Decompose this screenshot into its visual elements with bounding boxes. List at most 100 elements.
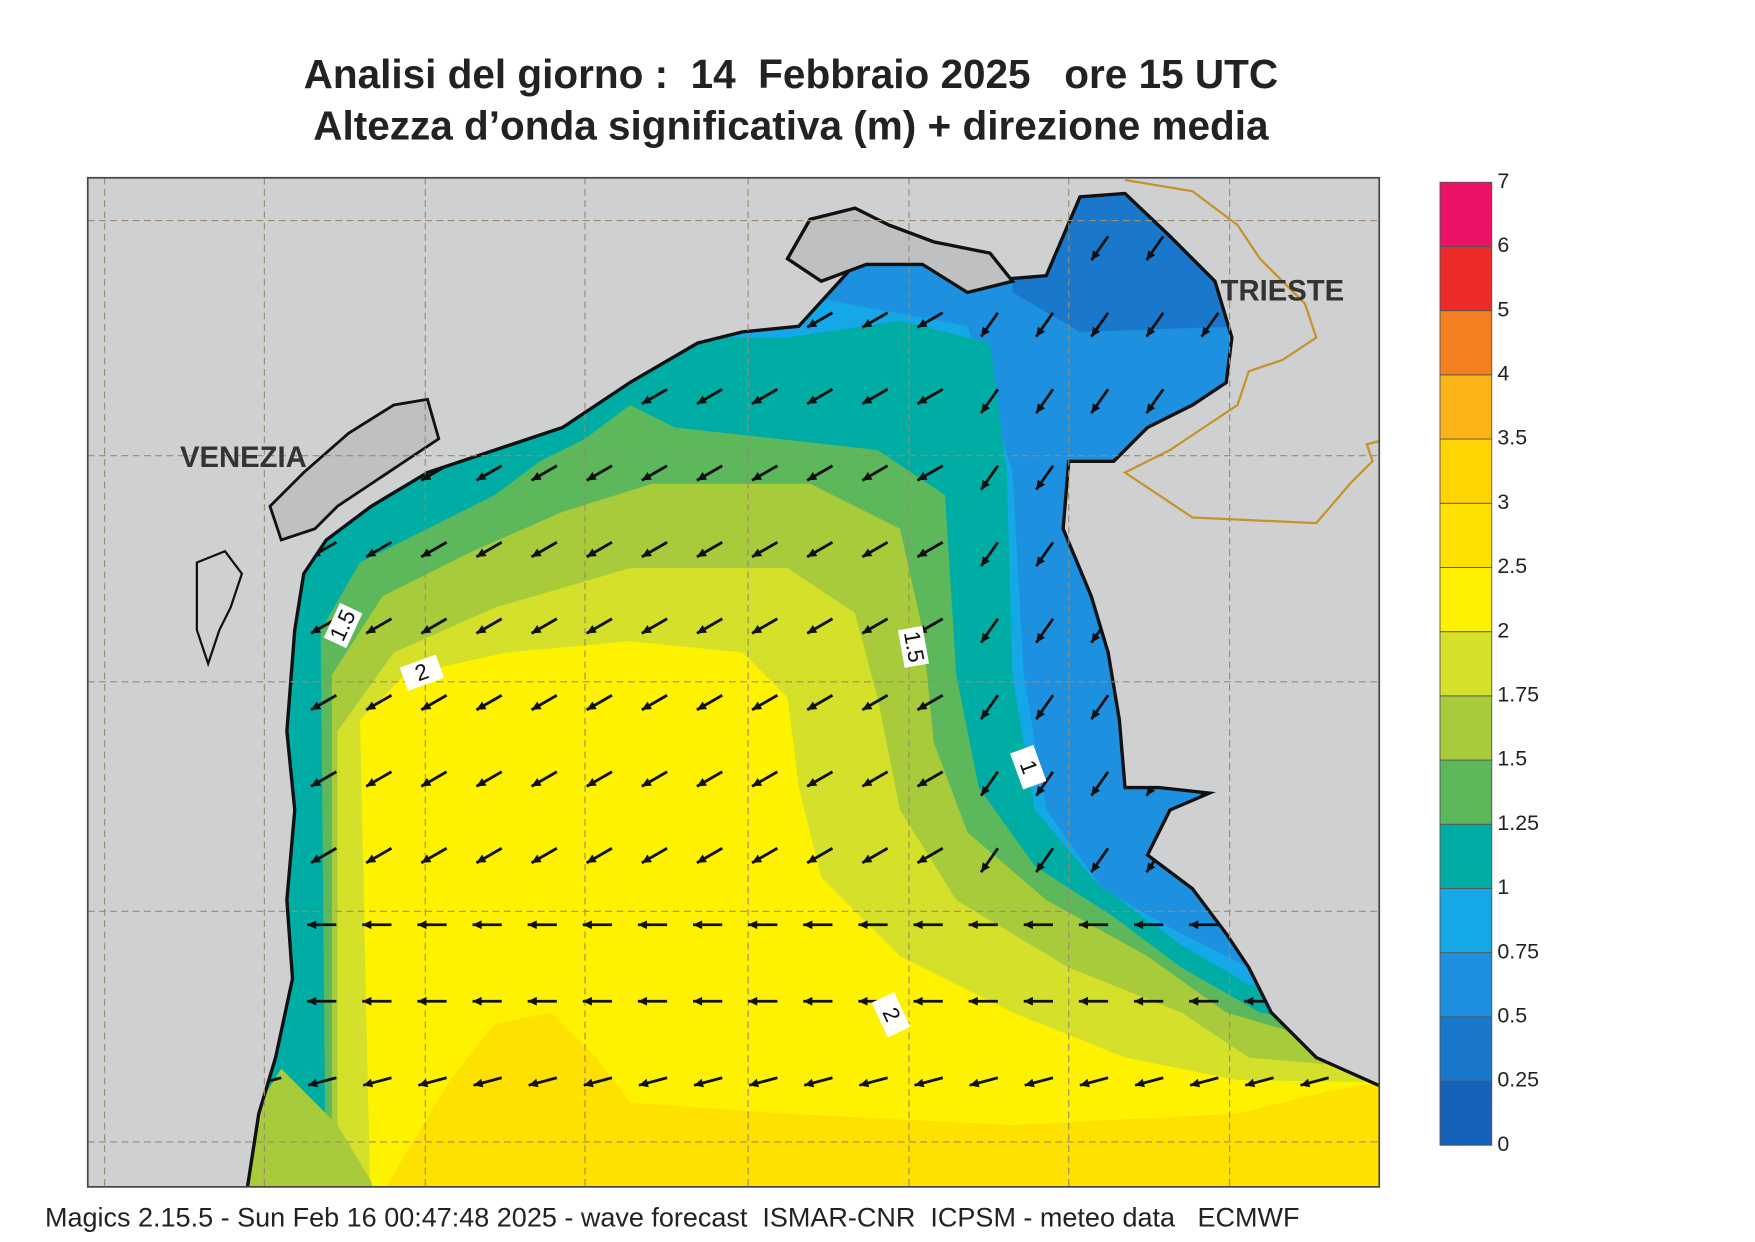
colorbar-tick-label: 7 [1497, 169, 1509, 193]
arrow-head [637, 996, 647, 1006]
colorbar-box [1439, 823, 1493, 889]
colorbar-tick-label: 6 [1497, 233, 1509, 257]
colorbar-box [1439, 245, 1493, 312]
arrow-head [981, 556, 990, 567]
arrow-head [752, 854, 763, 863]
arrow-head [696, 778, 708, 787]
colorbar-box [1439, 631, 1493, 697]
arrow-head [693, 996, 703, 1006]
contour-label-group: 2 [871, 992, 911, 1038]
lagoon [268, 397, 441, 542]
arrow-head [531, 854, 542, 863]
arrow-head [311, 778, 322, 787]
arrow-head [917, 472, 928, 481]
arrow-head [696, 472, 708, 481]
arrow-head [917, 548, 928, 557]
arrow-head [807, 395, 818, 404]
arrow-head [696, 625, 708, 634]
arrow-head [803, 996, 813, 1006]
arrow-head [981, 403, 990, 414]
colorbar-tick-label: 1.75 [1497, 682, 1539, 706]
arrow-head [308, 1078, 319, 1088]
arrow-head [968, 996, 978, 1006]
arrow-head [1190, 1078, 1201, 1088]
arrow-head [807, 701, 818, 710]
arrow-head [1091, 785, 1101, 796]
arrow-head [807, 778, 818, 787]
arrow-head [1091, 326, 1101, 337]
colorbar-box [1439, 310, 1493, 376]
arrow-head [1134, 1078, 1145, 1088]
arrow-head [586, 548, 597, 557]
arrow-head [476, 548, 487, 557]
arrow-head [1146, 326, 1156, 337]
arrow-head [417, 920, 427, 930]
contour-label-bg [1010, 745, 1047, 790]
arrow-head [1036, 632, 1046, 643]
arrow-head [749, 1078, 760, 1088]
arrow-head [807, 854, 818, 863]
arrow-head [472, 920, 482, 930]
arrow-head [981, 862, 990, 873]
arrow-head [586, 778, 597, 787]
arrow-head [981, 479, 990, 490]
arrow-head [1134, 920, 1144, 930]
arrow-head [421, 701, 432, 710]
arrow-head [752, 625, 763, 634]
arrow-head [968, 920, 978, 930]
arrow-head [862, 319, 873, 328]
contour-label-group: 2 [399, 654, 445, 691]
arrow-head [1146, 403, 1156, 414]
colorbar-tick-label: 2.5 [1497, 554, 1527, 578]
arrow-head [913, 920, 923, 930]
arrow-head [696, 548, 708, 557]
arrow-head [641, 395, 652, 404]
arrow-head [586, 625, 597, 634]
place-label: TRIESTE [1221, 275, 1345, 307]
arrow-head [366, 778, 377, 787]
contour-label-bg [871, 992, 911, 1038]
arrow-head [586, 701, 597, 710]
arrow-head [752, 395, 763, 404]
arrow-head [752, 548, 763, 557]
wave-band [247, 1068, 383, 1187]
title-line: Altezza d’onda significativa (m) + direz… [313, 103, 1269, 149]
arrow-head [362, 996, 372, 1006]
arrow-head [1091, 250, 1101, 261]
island [785, 206, 1016, 295]
arrow-head [421, 625, 432, 634]
colorbar-box [1439, 502, 1493, 568]
arrow-head [807, 548, 818, 557]
arrow-head [1146, 785, 1156, 796]
arrow-head [531, 701, 542, 710]
colorbar-tick-label: 1.5 [1497, 747, 1527, 771]
lagoon-shore [195, 549, 244, 668]
arrow-head [1244, 996, 1254, 1006]
arrow-head [307, 920, 317, 930]
arrow-head [1189, 996, 1199, 1006]
arrow-head [1091, 709, 1101, 720]
colorbar-tick-label: 2 [1497, 618, 1509, 642]
arrow-head [1146, 862, 1156, 873]
colorbar-tick-label: 3 [1497, 490, 1509, 514]
arrow-head [366, 548, 377, 557]
colorbar: 0 0.25 0.5 0.75 1 1.25 1.5 1.75 2 2.5 3 3.5 4 5 6 7 [1439, 169, 1539, 1156]
arrow-head [862, 625, 873, 634]
arrow-head [917, 395, 928, 404]
arrow-head [311, 701, 322, 710]
arrow-head [476, 701, 487, 710]
arrow-head [858, 920, 868, 930]
arrow-head [527, 996, 537, 1006]
arrow-head [1024, 1078, 1035, 1088]
arrow-head [981, 632, 990, 643]
arrow-head [582, 920, 592, 930]
arrow-head [804, 1078, 815, 1088]
arrow-head [311, 625, 322, 634]
arrow-head [913, 996, 923, 1006]
arrow-head [748, 920, 758, 930]
arrow-head [862, 701, 873, 710]
arrow-head [1023, 996, 1033, 1006]
colorbar-tick-label: 1 [1497, 875, 1509, 899]
